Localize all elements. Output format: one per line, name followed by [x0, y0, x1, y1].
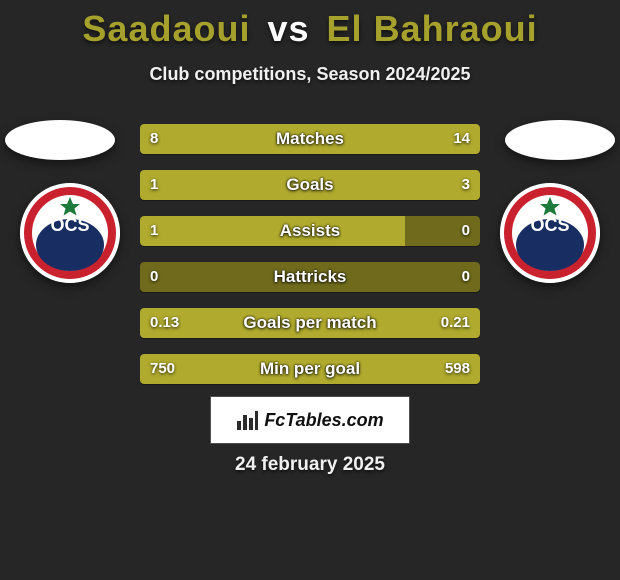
stat-label: Goals — [140, 170, 480, 200]
player1-name: Saadaoui — [82, 8, 250, 49]
bar-chart-icon — [236, 409, 258, 431]
player1-photo-placeholder — [5, 120, 115, 160]
stat-label: Matches — [140, 124, 480, 154]
stat-row: 814Matches — [140, 124, 480, 154]
subtitle: Club competitions, Season 2024/2025 — [0, 64, 620, 85]
fctables-watermark: FcTables.com — [210, 396, 410, 444]
stat-label: Hattricks — [140, 262, 480, 292]
stats-bars: 814Matches 13Goals 10Assists 00Hattricks 0.1… — [140, 124, 480, 400]
player2-club-crest: OCS — [500, 183, 600, 283]
player1-club-crest: OCS — [20, 183, 120, 283]
stat-label: Goals per match — [140, 308, 480, 338]
player2-name: El Bahraoui — [327, 8, 538, 49]
date: 24 february 2025 — [0, 454, 620, 476]
stat-label: Min per goal — [140, 354, 480, 384]
stat-row: 00Hattricks — [140, 262, 480, 292]
stat-row: 0.130.21Goals per match — [140, 308, 480, 338]
stat-label: Assists — [140, 216, 480, 246]
stat-row: 10Assists — [140, 216, 480, 246]
fctables-text: FcTables.com — [264, 410, 383, 431]
vs-text: vs — [267, 8, 309, 49]
player2-photo-placeholder — [505, 120, 615, 160]
stat-row: 750598Min per goal — [140, 354, 480, 384]
crest-letters: OCS — [50, 215, 89, 235]
comparison-title: Saadaoui vs El Bahraoui — [0, 0, 620, 50]
stat-row: 13Goals — [140, 170, 480, 200]
crest-letters: OCS — [530, 215, 569, 235]
